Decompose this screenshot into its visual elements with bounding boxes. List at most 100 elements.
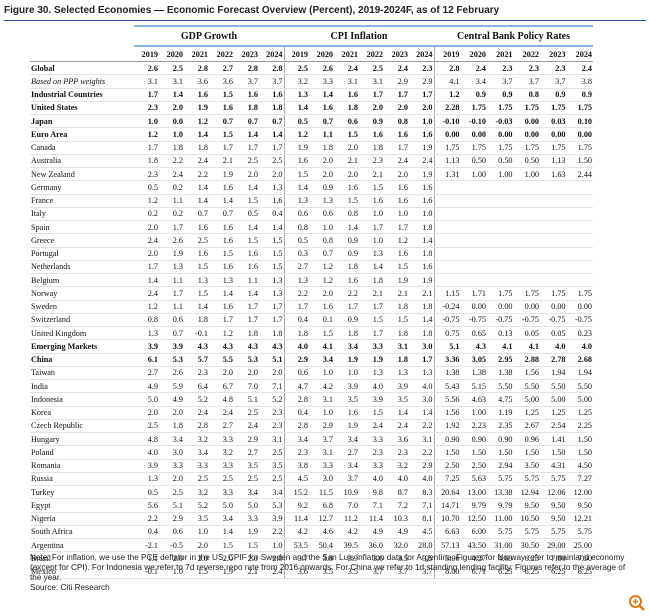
cell: 4.0 xyxy=(409,379,434,394)
cell: 1.6 xyxy=(384,194,409,208)
cell: 3.6 xyxy=(283,565,309,579)
cell: 1.7 xyxy=(234,141,259,155)
cell: 1.75 xyxy=(487,286,514,301)
cell: 0.50 xyxy=(513,154,540,169)
cell: 5.50 xyxy=(487,379,514,394)
cell: 0.03 xyxy=(540,114,567,129)
cell: 2.0 xyxy=(359,101,384,116)
cell: 1.5 xyxy=(209,88,234,102)
country: Netherlands xyxy=(30,260,134,275)
cell: 1.75 xyxy=(433,141,461,155)
cell: 1.2 xyxy=(384,233,409,248)
zoom-icon[interactable] xyxy=(628,594,646,612)
cell: 1.31 xyxy=(433,167,461,182)
cell xyxy=(433,247,461,261)
cell: 0.6 xyxy=(309,207,334,222)
row: Industrial Countries 1.7 1.4 1.6 1.5 1.6 1.6 1.… xyxy=(30,88,593,102)
cell: 15.2 xyxy=(283,485,309,500)
row: India 4.9 5.9 6.4 6.7 7.0 7.1 4.7 4.2 3.9 4.0 3.9 4.… xyxy=(30,379,593,394)
cell: 1.9 xyxy=(184,101,209,116)
cell: 0.05 xyxy=(540,326,567,341)
cell: 0.90 xyxy=(487,432,514,447)
cell: 2.0 xyxy=(159,101,184,116)
cell: 4.3 xyxy=(460,339,487,354)
cell: 2.6 xyxy=(309,61,334,76)
cell: 2.7 xyxy=(283,260,309,275)
cell: 1.8 xyxy=(334,260,359,275)
cell: 0.8 xyxy=(283,220,309,235)
cell: 1.6 xyxy=(209,300,234,314)
cell: 1.6 xyxy=(359,127,384,142)
cell: 5.43 xyxy=(433,379,461,394)
cell: 3.4 xyxy=(209,512,234,526)
cell xyxy=(513,260,540,275)
cell: 1.8 xyxy=(184,313,209,328)
cell: 4.1 xyxy=(513,339,540,354)
cell: 1.4 xyxy=(184,127,209,142)
cell: 1.1 xyxy=(159,273,184,288)
cell: 11.5 xyxy=(309,485,334,500)
cell: 2.68 xyxy=(566,353,593,367)
cell: 2.0 xyxy=(234,366,259,381)
cell: 2.0 xyxy=(259,167,284,182)
cell: 0.6 xyxy=(283,366,309,381)
cell: 1.4 xyxy=(259,127,284,142)
cell: 3.5 xyxy=(184,512,209,526)
cell: 1.4 xyxy=(234,127,259,142)
cell: 1.6 xyxy=(409,260,434,275)
cell: 3.7 xyxy=(334,472,359,487)
cell: 7.2 xyxy=(384,498,409,513)
country: Emerging Markets xyxy=(30,339,134,354)
cell: 1.13 xyxy=(540,154,567,169)
title-rule xyxy=(4,20,646,21)
cell: 5.75 xyxy=(540,472,567,487)
year: 2021 xyxy=(334,46,359,62)
cell: 0.9 xyxy=(487,88,514,102)
cell: 1.2 xyxy=(209,326,234,341)
cell: 0.9 xyxy=(540,88,567,102)
cell: 0.9 xyxy=(334,313,359,328)
cell: 1.8 xyxy=(359,273,384,288)
cell: 2.0 xyxy=(134,406,159,420)
cell xyxy=(540,220,567,235)
cell: 0.6 xyxy=(334,114,359,129)
cell: 2.28 xyxy=(433,101,461,116)
cell: 1.8 xyxy=(283,326,309,341)
cell: -0.10 xyxy=(460,114,487,129)
row: Greece 2.4 2.6 2.5 1.6 1.5 1.5 0.5 0.8 0.9 1.0 1.2 1… xyxy=(30,233,593,248)
cell xyxy=(566,273,593,288)
country: Industrial Countries xyxy=(30,88,134,102)
cell: 12.50 xyxy=(460,512,487,526)
cell: 0.00 xyxy=(540,300,567,314)
cell: 5.75 xyxy=(513,472,540,487)
cell xyxy=(566,207,593,222)
cell: 30.50 xyxy=(513,538,540,553)
cell: 1.00 xyxy=(460,167,487,182)
cell: 3.3 xyxy=(184,459,209,473)
cell: 7.0 xyxy=(234,379,259,394)
cell: 1.25 xyxy=(566,406,593,420)
cell: 1.0 xyxy=(309,366,334,381)
cell: 4.0 xyxy=(409,472,434,487)
cell: 2.3 xyxy=(513,61,540,76)
cell: -0.1 xyxy=(134,565,159,579)
cell: 3.6 xyxy=(384,432,409,447)
cell: 1.9 xyxy=(384,273,409,288)
cell: 1.7 xyxy=(384,88,409,102)
cell: 5.50 xyxy=(513,379,540,394)
cell: 2.4 xyxy=(566,61,593,76)
cell: 3.3 xyxy=(359,432,384,447)
cell: 1.6 xyxy=(184,247,209,261)
cell: 6.25 xyxy=(566,565,593,579)
cell xyxy=(460,273,487,288)
cell: 2.2 xyxy=(409,419,434,434)
cell: 1.9 xyxy=(334,419,359,434)
cell xyxy=(540,260,567,275)
cell xyxy=(487,220,514,235)
cell: 1.56 xyxy=(433,406,461,420)
cell: 1.6 xyxy=(359,194,384,208)
cell: 1.50 xyxy=(566,445,593,460)
cell: 1.7 xyxy=(259,141,284,155)
cell: 3.3 xyxy=(309,459,334,473)
cell: 1.8 xyxy=(309,141,334,155)
